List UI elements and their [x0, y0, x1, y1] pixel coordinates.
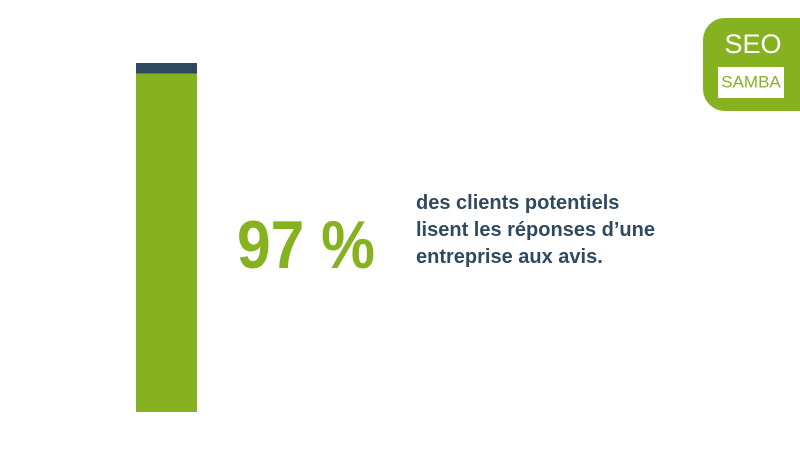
- description: des clients potentiels lisent les répons…: [416, 192, 655, 268]
- logo-line1: SEO: [724, 29, 781, 59]
- bar-segment: [136, 63, 197, 74]
- logo-line2: SAMBA: [721, 72, 781, 91]
- logo-box: [718, 67, 784, 98]
- value-label: 97 %: [237, 207, 375, 283]
- bar-segment: [136, 73, 197, 412]
